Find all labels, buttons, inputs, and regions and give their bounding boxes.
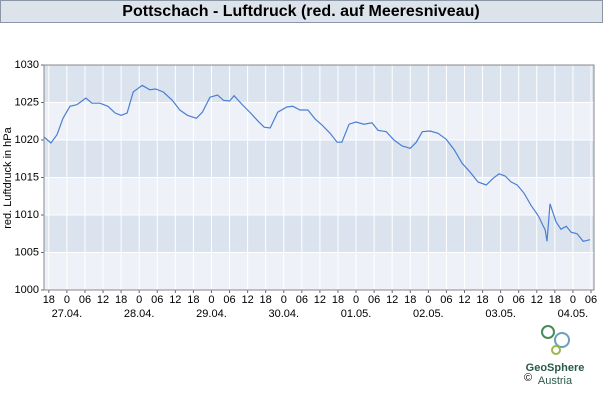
x-tick-label: 06 [440,294,452,306]
x-tick-label: 0 [136,294,142,306]
date-label: 03.05. [485,308,516,320]
x-tick-label: 12 [241,294,253,306]
x-tick-label: 12 [531,294,543,306]
x-tick-label: 18 [332,294,344,306]
x-tick-label: 06 [79,294,91,306]
logo-icon [541,325,555,339]
x-tick-label: 0 [353,294,359,306]
logo: © GeoSphere Austria [524,325,585,387]
date-label: 27.04. [52,308,83,320]
y-tick-label: 1020 [15,134,39,146]
plot-frame [43,64,595,291]
logo-icon [551,345,561,355]
x-tick-label: 06 [151,294,163,306]
x-tick-label: 18 [476,294,488,306]
date-label: 04.05. [558,308,589,320]
x-tick-label: 06 [296,294,308,306]
y-tick-label: 1025 [15,96,39,108]
x-tick-label: 0 [498,294,504,306]
chart-title: Pottschach - Luftdruck (red. auf Meeresn… [122,3,479,20]
x-tick-label: 0 [570,294,576,306]
x-tick-label: 06 [368,294,380,306]
date-label: 29.04. [196,308,227,320]
x-tick-label: 18 [549,294,561,306]
y-tick-label: 1000 [15,284,39,296]
x-tick-label: 18 [187,294,199,306]
date-label: 01.05. [341,308,372,320]
y-tick-label: 1010 [15,209,39,221]
date-label: 30.04. [268,308,299,320]
x-tick-label: 12 [169,294,181,306]
x-tick-label: 06 [223,294,235,306]
x-tick-label: 06 [513,294,525,306]
band [44,215,594,253]
logo-name: GeoSphere [526,362,585,374]
x-tick-label: 0 [208,294,214,306]
y-tick-label: 1005 [15,246,39,258]
x-tick-label: 12 [458,294,470,306]
band [44,140,594,178]
x-tick-label: 12 [386,294,398,306]
x-tick-label: 18 [115,294,127,306]
y-tick-label: 1015 [15,171,39,183]
line-series [43,84,591,242]
x-tick-label: 18 [260,294,272,306]
copyright: © [524,372,532,384]
x-tick-label: 0 [425,294,431,306]
logo-country: Austria [538,375,573,387]
y-axis-label: red. Luftdruck in hPa [2,126,14,228]
x-tick-label: 0 [281,294,287,306]
x-tick-label: 18 [404,294,416,306]
logo-icon [554,332,570,348]
x-tick-label: 0 [64,294,70,306]
date-label: 02.05. [413,308,444,320]
date-label: 28.04. [124,308,155,320]
y-tick-label: 1030 [15,59,39,71]
x-tick-label: 12 [97,294,109,306]
x-tick-label: 06 [585,294,597,306]
band [44,65,594,103]
x-tick-label: 12 [314,294,326,306]
x-tick-label: 18 [43,294,55,306]
